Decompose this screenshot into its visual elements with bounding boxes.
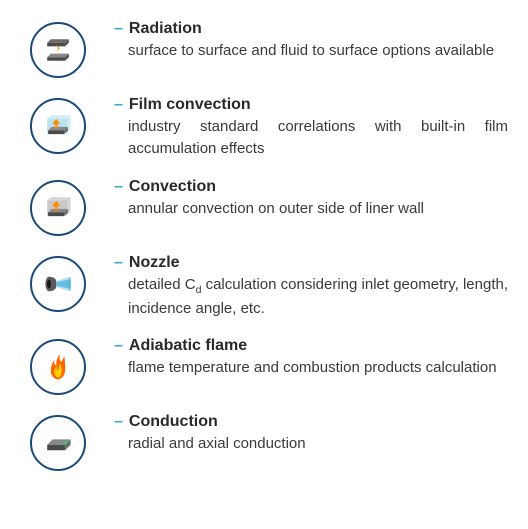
feature-text: –Film convection industry standard correl… [114, 96, 508, 160]
feature-desc: annular convection on outer side of line… [128, 198, 508, 220]
bullet-dash: – [114, 20, 123, 38]
feature-desc: flame temperature and combustion product… [128, 357, 508, 379]
feature-row: –Nozzle detailed Cd calculation consideri… [30, 254, 508, 320]
feature-text: –Nozzle detailed Cd calculation consideri… [114, 254, 508, 320]
radiation-icon [30, 22, 86, 78]
feature-title: Nozzle [129, 254, 180, 272]
feature-title: Film convection [129, 96, 251, 114]
feature-desc: radial and axial conduction [128, 433, 508, 455]
nozzle-icon [30, 256, 86, 312]
feature-text: –Conduction radial and axial conduction [114, 413, 508, 455]
feature-text: –Convection annular convection on outer s… [114, 178, 508, 220]
feature-text: –Radiation surface to surface and fluid t… [114, 20, 508, 62]
conduction-icon [30, 415, 86, 471]
adiabatic-flame-icon [30, 339, 86, 395]
feature-title: Radiation [129, 20, 202, 38]
feature-title: Adiabatic flame [129, 337, 247, 355]
feature-row: –Film convection industry standard correl… [30, 96, 508, 160]
film-convection-icon [30, 98, 86, 154]
bullet-dash: – [114, 96, 123, 114]
feature-row: –Radiation surface to surface and fluid t… [30, 20, 508, 78]
feature-row: –Adiabatic flame flame temperature and co… [30, 337, 508, 395]
convection-icon [30, 180, 86, 236]
bullet-dash: – [114, 337, 123, 355]
feature-title: Convection [129, 178, 216, 196]
feature-desc: detailed Cd calculation considering inle… [128, 274, 508, 320]
feature-desc: surface to surface and fluid to surface … [128, 40, 508, 62]
feature-desc: industry standard correlations with buil… [128, 116, 508, 160]
feature-title: Conduction [129, 413, 218, 431]
bullet-dash: – [114, 254, 123, 272]
bullet-dash: – [114, 413, 123, 431]
feature-row: –Convection annular convection on outer s… [30, 178, 508, 236]
bullet-dash: – [114, 178, 123, 196]
feature-row: –Conduction radial and axial conduction [30, 413, 508, 471]
feature-text: –Adiabatic flame flame temperature and co… [114, 337, 508, 379]
